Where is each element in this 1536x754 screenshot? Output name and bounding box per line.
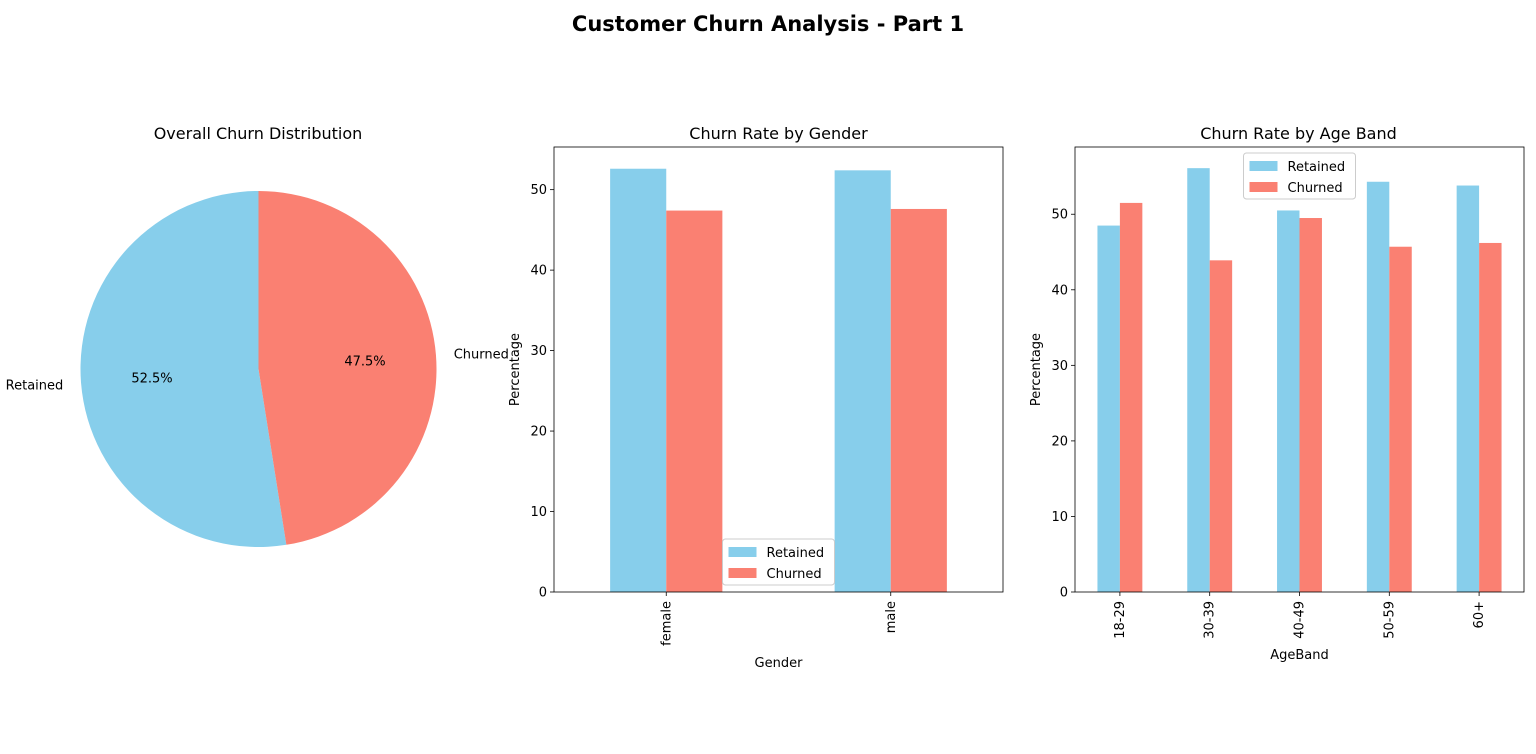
age-legend-label-retained: Retained bbox=[1288, 160, 1346, 175]
pie-label-churned: Churned bbox=[454, 348, 509, 363]
age-ytick-label: 0 bbox=[1060, 586, 1068, 601]
age-bar-retained-30-39 bbox=[1187, 168, 1210, 593]
age-bar-retained-40-49 bbox=[1277, 210, 1300, 592]
age-legend-label-churned: Churned bbox=[1288, 181, 1343, 196]
age-bar-retained-18-29 bbox=[1097, 225, 1120, 592]
gender-axes-frame bbox=[553, 146, 1004, 593]
age-bar-churned-30-39 bbox=[1209, 260, 1233, 592]
age-bar-churned-50-59 bbox=[1389, 246, 1412, 593]
age-bar-retained-50-59 bbox=[1366, 181, 1390, 592]
pie-pct-churned: 47.5% bbox=[344, 355, 385, 370]
pie-chart-title: Overall Churn Distribution bbox=[154, 124, 363, 143]
age-xtick-label: 30-39 bbox=[1203, 601, 1218, 639]
age-xtick-label: 50-59 bbox=[1382, 601, 1397, 639]
gender-legend: Retained Churned bbox=[722, 538, 835, 586]
age-xlabel: AgeBand bbox=[1270, 648, 1329, 663]
pie-chart-overall-churn: Overall Churn Distribution Retained 52.5%… bbox=[6, 124, 509, 547]
age-ytick-label: 10 bbox=[1051, 510, 1068, 525]
bar-chart-gender: Churn Rate by Gender female male 0 10 20 30 40… bbox=[508, 124, 1004, 671]
age-legend: Retained Churned bbox=[1243, 152, 1356, 200]
gender-legend-swatch-churned bbox=[728, 568, 757, 578]
gender-ytick-label: 30 bbox=[530, 344, 547, 359]
gender-ytick-label: 40 bbox=[530, 264, 547, 279]
gender-ytick-label: 20 bbox=[530, 425, 547, 440]
gender-legend-swatch-retained bbox=[728, 547, 757, 557]
age-ytick-label: 30 bbox=[1051, 359, 1068, 374]
pie-slice-retained bbox=[80, 191, 287, 547]
age-bar-churned-60+ bbox=[1479, 242, 1502, 593]
age-legend-swatch-retained bbox=[1249, 161, 1278, 171]
gender-xtick-label: male bbox=[884, 601, 899, 633]
age-bar-churned-40-49 bbox=[1299, 218, 1322, 592]
gender-ytick-label: 50 bbox=[530, 183, 547, 198]
gender-legend-label-retained: Retained bbox=[767, 546, 825, 561]
age-bar-retained-60+ bbox=[1456, 185, 1480, 592]
age-xtick-label: 40-49 bbox=[1293, 601, 1308, 639]
pie-pct-retained: 52.5% bbox=[131, 371, 172, 386]
gender-chart-title: Churn Rate by Gender bbox=[689, 124, 868, 143]
gender-ytick-label: 10 bbox=[530, 505, 547, 520]
age-chart-title: Churn Rate by Age Band bbox=[1200, 124, 1397, 143]
age-xtick-label: 18-29 bbox=[1113, 601, 1128, 639]
gender-bar-churned-male bbox=[890, 208, 947, 592]
gender-bar-retained-female bbox=[610, 168, 667, 593]
gender-bar-retained-male bbox=[834, 170, 891, 592]
gender-legend-label-churned: Churned bbox=[767, 567, 822, 582]
age-axes-frame bbox=[1074, 146, 1525, 593]
pie-label-retained: Retained bbox=[6, 378, 64, 393]
age-ytick-label: 40 bbox=[1051, 283, 1068, 298]
gender-xtick-label: female bbox=[659, 601, 674, 646]
figure-title: Customer Churn Analysis - Part 1 bbox=[572, 12, 964, 36]
age-bar-churned-18-29 bbox=[1119, 202, 1143, 592]
gender-xlabel: Gender bbox=[755, 656, 804, 671]
pie-slice-churned bbox=[258, 191, 437, 545]
gender-ylabel: Percentage bbox=[508, 333, 523, 406]
age-ytick-label: 20 bbox=[1051, 434, 1068, 449]
gender-ytick-label: 0 bbox=[539, 586, 547, 601]
age-legend-swatch-churned bbox=[1249, 182, 1278, 192]
gender-bar-churned-female bbox=[666, 210, 723, 593]
bar-chart-age-band: Churn Rate by Age Band 18-29 30-39 40-49 50… bbox=[1029, 124, 1525, 663]
age-xtick-label: 60+ bbox=[1472, 601, 1487, 628]
age-ylabel: Percentage bbox=[1029, 333, 1044, 406]
age-ytick-label: 50 bbox=[1051, 208, 1068, 223]
